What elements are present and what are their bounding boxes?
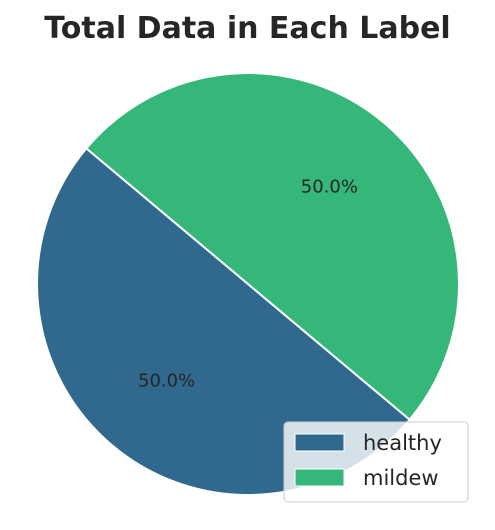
chart-title: Total Data in Each Label bbox=[44, 11, 451, 46]
legend-label-mildew: mildew bbox=[363, 466, 439, 490]
pie-percent-labels: 50.0% 50.0% bbox=[138, 177, 358, 392]
legend-swatch-mildew bbox=[294, 468, 345, 487]
legend-label-healthy: healthy bbox=[363, 431, 442, 455]
pie-slice-mildew bbox=[85, 72, 460, 421]
percent-label-healthy: 50.0% bbox=[138, 370, 195, 391]
percent-label-mildew: 50.0% bbox=[301, 177, 358, 198]
legend: healthy mildew bbox=[283, 421, 469, 503]
legend-swatch-healthy bbox=[294, 433, 345, 452]
